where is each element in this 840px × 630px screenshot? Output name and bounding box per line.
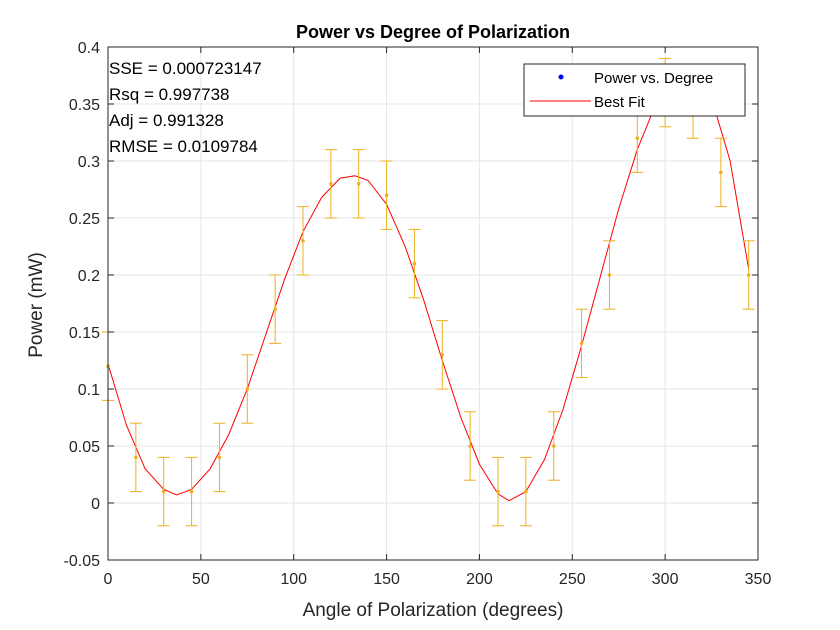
y-tick-label: 0.25 — [69, 211, 100, 228]
data-point-group — [269, 274, 282, 344]
data-point — [161, 489, 166, 494]
data-point-group — [185, 456, 198, 527]
y-axis-label: Power (mW) — [26, 252, 47, 358]
data-point-group — [436, 320, 449, 390]
data-point — [384, 193, 389, 197]
plot-background — [108, 47, 758, 560]
y-tick-label: 0.4 — [78, 40, 100, 57]
y-tick-label: -0.05 — [64, 553, 101, 570]
data-point — [551, 444, 556, 448]
data-point-group — [742, 240, 755, 310]
y-tick-label: 0.35 — [69, 97, 100, 114]
data-point — [245, 387, 250, 391]
data-point — [719, 170, 723, 175]
tick-marks — [107, 46, 759, 561]
y-tick-label: 0.05 — [69, 439, 100, 456]
data-point — [134, 455, 138, 460]
data-point-group — [603, 240, 616, 310]
data-point-group — [464, 411, 477, 481]
data-point — [189, 489, 194, 494]
data-point — [635, 136, 640, 140]
sse-annotation: SSE = 0.000723147 — [109, 59, 262, 78]
data-point — [746, 273, 751, 277]
x-tick-label: 250 — [559, 571, 586, 588]
y-tick-label: 0 — [91, 496, 100, 513]
data-point-group — [408, 228, 421, 299]
data-point — [217, 455, 222, 460]
axes-frame — [107, 46, 759, 561]
data-point — [496, 489, 500, 494]
x-axis-label: Angle of Polarization (degrees) — [303, 600, 564, 621]
legend-marker-power — [558, 74, 564, 80]
data-point — [524, 489, 528, 494]
adj-annotation: Adj = 0.991328 — [109, 111, 224, 130]
data-point-group — [157, 456, 170, 527]
data-point — [329, 182, 333, 186]
data-point — [301, 239, 305, 243]
y-tick-label: 0.1 — [78, 382, 100, 399]
data-point — [440, 353, 445, 357]
rmse-annotation: RMSE = 0.0109784 — [109, 137, 258, 156]
data-point-group — [297, 206, 309, 276]
data-point-group — [352, 149, 365, 219]
y-tick-label: 0.3 — [78, 154, 100, 171]
x-tick-label: 100 — [280, 571, 307, 588]
x-tick-label: 200 — [466, 571, 493, 588]
data-point-group — [714, 137, 727, 208]
axes-box — [107, 46, 759, 561]
fit-statistics: SSE = 0.000723147 Rsq = 0.997738 Adj = 0… — [109, 59, 262, 156]
data-point-group — [324, 149, 337, 219]
data-point — [579, 341, 584, 346]
data-point-group — [519, 456, 532, 527]
y-tick-labels: -0.05 0 0.05 0.1 0.15 0.2 0.25 0.3 0.35 0.4 — [64, 40, 101, 570]
legend-label-best-fit: Best Fit — [594, 94, 646, 111]
data-point-group — [241, 354, 254, 424]
x-tick-label: 150 — [373, 571, 400, 588]
legend: Power vs. Degree Best Fit — [523, 63, 746, 117]
x-tick-labels: 0 50 100 150 200 250 300 350 — [104, 571, 772, 588]
data-point — [356, 182, 361, 186]
data-point-group — [492, 456, 504, 527]
data-point — [412, 261, 417, 266]
data-point-group — [129, 422, 142, 493]
data-point-group — [213, 422, 226, 493]
x-tick-label: 50 — [192, 571, 210, 588]
data-point — [468, 444, 472, 448]
data-point — [273, 307, 277, 312]
data-point-group — [575, 308, 588, 379]
x-tick-label: 350 — [745, 571, 772, 588]
data-point — [607, 273, 612, 277]
plot-area — [108, 47, 758, 560]
x-tick-label: 0 — [104, 571, 113, 588]
y-tick-label: 0.15 — [69, 325, 100, 342]
data-point-group — [380, 160, 393, 230]
data-point-group — [547, 411, 560, 481]
legend-box — [523, 63, 746, 117]
chart-title: Power vs Degree of Polarization — [296, 22, 570, 42]
x-tick-label: 300 — [652, 571, 679, 588]
rsq-annotation: Rsq = 0.997738 — [109, 85, 230, 104]
legend-label-power: Power vs. Degree — [594, 70, 713, 87]
y-tick-label: 0.2 — [78, 268, 100, 285]
